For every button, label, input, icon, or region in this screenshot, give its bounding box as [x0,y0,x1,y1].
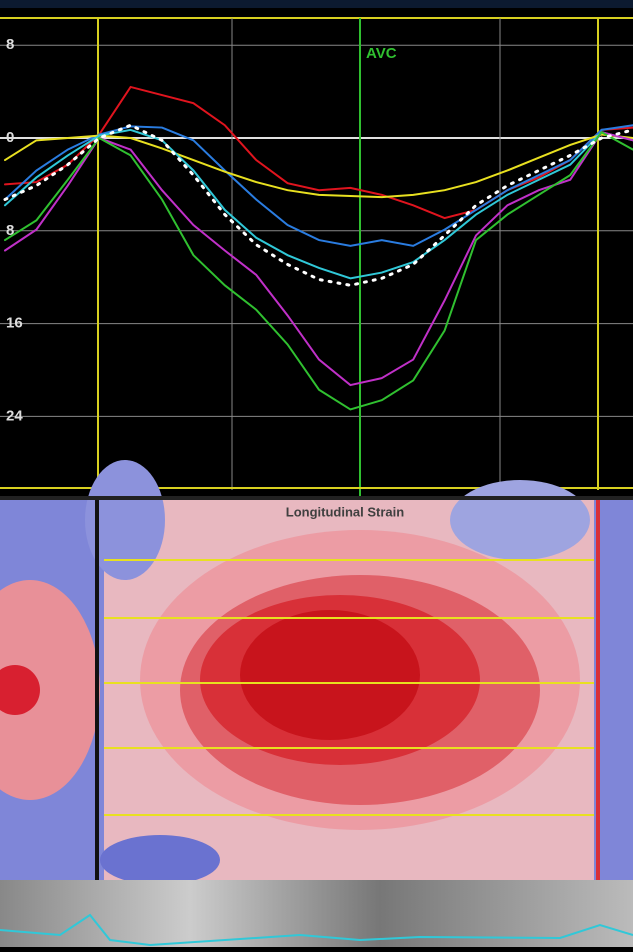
panel-border [0,496,633,500]
screen: 8081624 AVC Longitudinal Strain [0,0,633,947]
heat-region [100,835,220,885]
y-tick-label: 0 [6,129,14,146]
y-tick-label: 24 [6,407,23,424]
y-tick-label: 16 [6,315,23,332]
avc-label: AVC [366,45,397,62]
heat-region [240,610,420,740]
heatmap-title: Longitudinal Strain [286,504,404,519]
y-tick-label: 8 [6,36,14,53]
top-band [0,0,633,8]
heat-region [450,480,590,560]
